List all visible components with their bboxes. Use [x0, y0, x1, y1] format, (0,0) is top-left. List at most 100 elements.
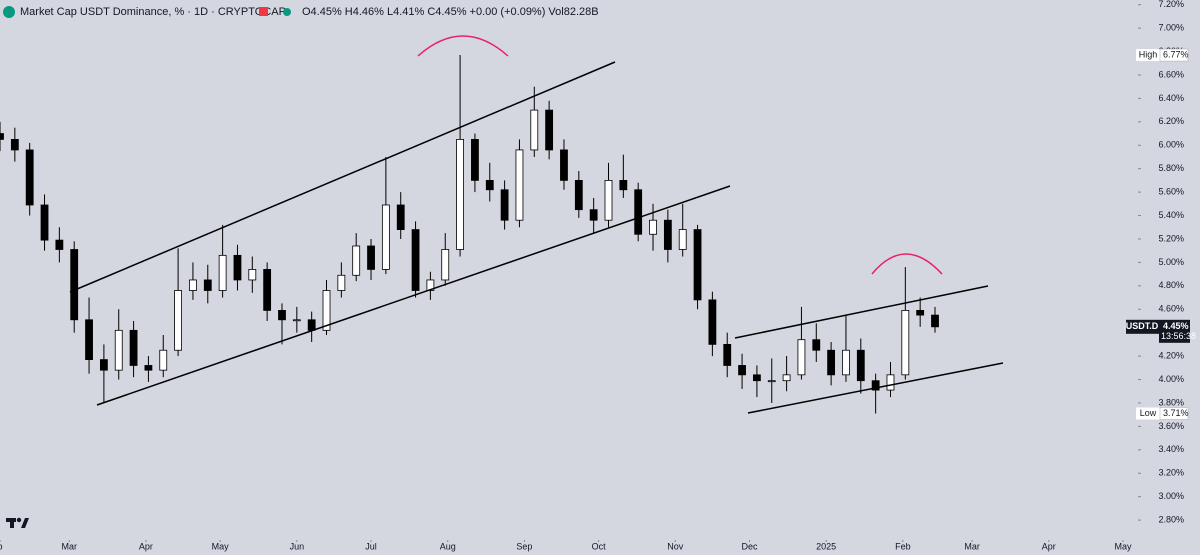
- candle-body: [263, 269, 272, 311]
- candle-body: [574, 179, 583, 211]
- candle-body: [634, 189, 643, 235]
- candle-body: [85, 319, 93, 361]
- trendline: [96, 185, 731, 406]
- ohlc-legend: O4.45% H4.46% L4.41% C4.45% +0.00 (+0.09…: [302, 6, 599, 18]
- candle-body: [738, 365, 746, 376]
- candle-body: [174, 290, 182, 351]
- x-tick-label: Jun: [290, 541, 305, 551]
- candle-body: [55, 239, 64, 250]
- candle-body: [886, 374, 895, 391]
- trendline: [69, 61, 616, 293]
- candle-body: [441, 249, 450, 281]
- arc: [871, 253, 943, 275]
- y-tick-label: 5.60%: [1158, 186, 1184, 196]
- chart-title: Market Cap USDT Dominance, % · 1D · CRYP…: [20, 6, 286, 18]
- trendline: [747, 362, 1004, 414]
- badge-name: Low: [1140, 408, 1157, 418]
- x-tick-label: Jul: [365, 541, 377, 551]
- candle-body: [604, 179, 613, 221]
- candle-body: [248, 269, 257, 281]
- y-tick-label: 6.20%: [1158, 116, 1184, 126]
- candle-body: [678, 229, 687, 250]
- x-tick-label: Nov: [667, 541, 684, 551]
- candle-body: [485, 179, 494, 191]
- candle-body: [797, 339, 806, 376]
- candle-body: [693, 229, 702, 301]
- last-price-name: USDT.D: [1126, 321, 1159, 331]
- drawings: [69, 35, 1004, 414]
- y-tick-label: 3.60%: [1158, 421, 1184, 431]
- candle-body: [545, 109, 554, 151]
- candle-body: [782, 374, 791, 382]
- candle-body: [916, 310, 925, 316]
- candle-body: [471, 138, 479, 181]
- y-tick-label: 4.00%: [1158, 374, 1184, 384]
- candle-body: [381, 204, 390, 270]
- y-tick-label: 3.20%: [1158, 468, 1184, 478]
- y-tick-label: 6.60%: [1158, 69, 1184, 79]
- candle-body: [723, 343, 732, 366]
- candles: [0, 55, 939, 414]
- x-tick-label: Apr: [139, 541, 153, 551]
- y-tick-label: 5.80%: [1158, 163, 1184, 173]
- candle-body: [589, 209, 598, 221]
- x-tick-label: b: [0, 541, 3, 551]
- y-tick-label: 5.20%: [1158, 233, 1184, 243]
- candle-body: [40, 204, 49, 241]
- candle-body: [144, 365, 153, 371]
- badge-value: 3.71%: [1163, 408, 1189, 418]
- y-tick-label: 3.40%: [1158, 444, 1184, 454]
- candle-body: [842, 349, 850, 376]
- candle-body: [560, 149, 568, 181]
- candle-body: [619, 179, 628, 191]
- badge-name-bg: [1136, 407, 1160, 420]
- flag[interactable]: [259, 7, 268, 16]
- trendline: [734, 285, 989, 339]
- x-tick-label: Mar: [964, 541, 980, 551]
- x-tick-label: Sep: [516, 541, 532, 551]
- candle-body: [278, 310, 286, 321]
- y-tick-label: 7.00%: [1158, 22, 1184, 32]
- candle-body: [931, 314, 939, 328]
- candle-body: [396, 204, 405, 230]
- badge-value: 6.77%: [1163, 49, 1189, 59]
- y-tick-label: 3.80%: [1158, 397, 1184, 407]
- candle-body: [426, 279, 435, 291]
- y-tick-label: 7.20%: [1158, 0, 1184, 9]
- countdown: 13:56:38: [1161, 331, 1196, 341]
- candle-body: [827, 349, 836, 376]
- y-tick-label: 5.00%: [1158, 257, 1184, 267]
- candle-body: [456, 138, 464, 250]
- y-tick-label: 4.60%: [1158, 304, 1184, 314]
- candle-body: [189, 279, 197, 291]
- y-tick-label: 5.40%: [1158, 210, 1184, 220]
- candle-body: [352, 245, 361, 276]
- last-price-value: 4.45%: [1163, 321, 1189, 331]
- y-tick-label: 2.80%: [1158, 514, 1184, 524]
- candle-body: [663, 219, 672, 250]
- x-tick-label: Oct: [592, 541, 607, 551]
- x-tick-label: Mar: [62, 541, 78, 551]
- candle-body: [322, 290, 331, 331]
- candle-body: [411, 229, 420, 291]
- candle-body: [70, 249, 79, 321]
- x-tick-label: May: [1114, 541, 1132, 551]
- candle-body: [159, 349, 168, 371]
- y-tick-label: 6.40%: [1158, 93, 1184, 103]
- last-price-name-bg: [1126, 319, 1159, 334]
- y-tick-label: 4.20%: [1158, 350, 1184, 360]
- symbol-icon: [3, 6, 15, 18]
- x-tick-label: Apr: [1042, 541, 1056, 551]
- x-tick-label: Aug: [440, 541, 456, 551]
- candle-body: [649, 219, 657, 235]
- y-tick-label: 4.80%: [1158, 280, 1184, 290]
- badge-value-bg: [1159, 407, 1189, 420]
- candle-body: [901, 310, 910, 376]
- x-tick-label: Dec: [741, 541, 758, 551]
- badge-name-bg: [1136, 49, 1160, 62]
- last-price-bg: [1159, 319, 1190, 343]
- candle-body: [25, 149, 34, 206]
- y-tick-label: 6.00%: [1158, 140, 1184, 150]
